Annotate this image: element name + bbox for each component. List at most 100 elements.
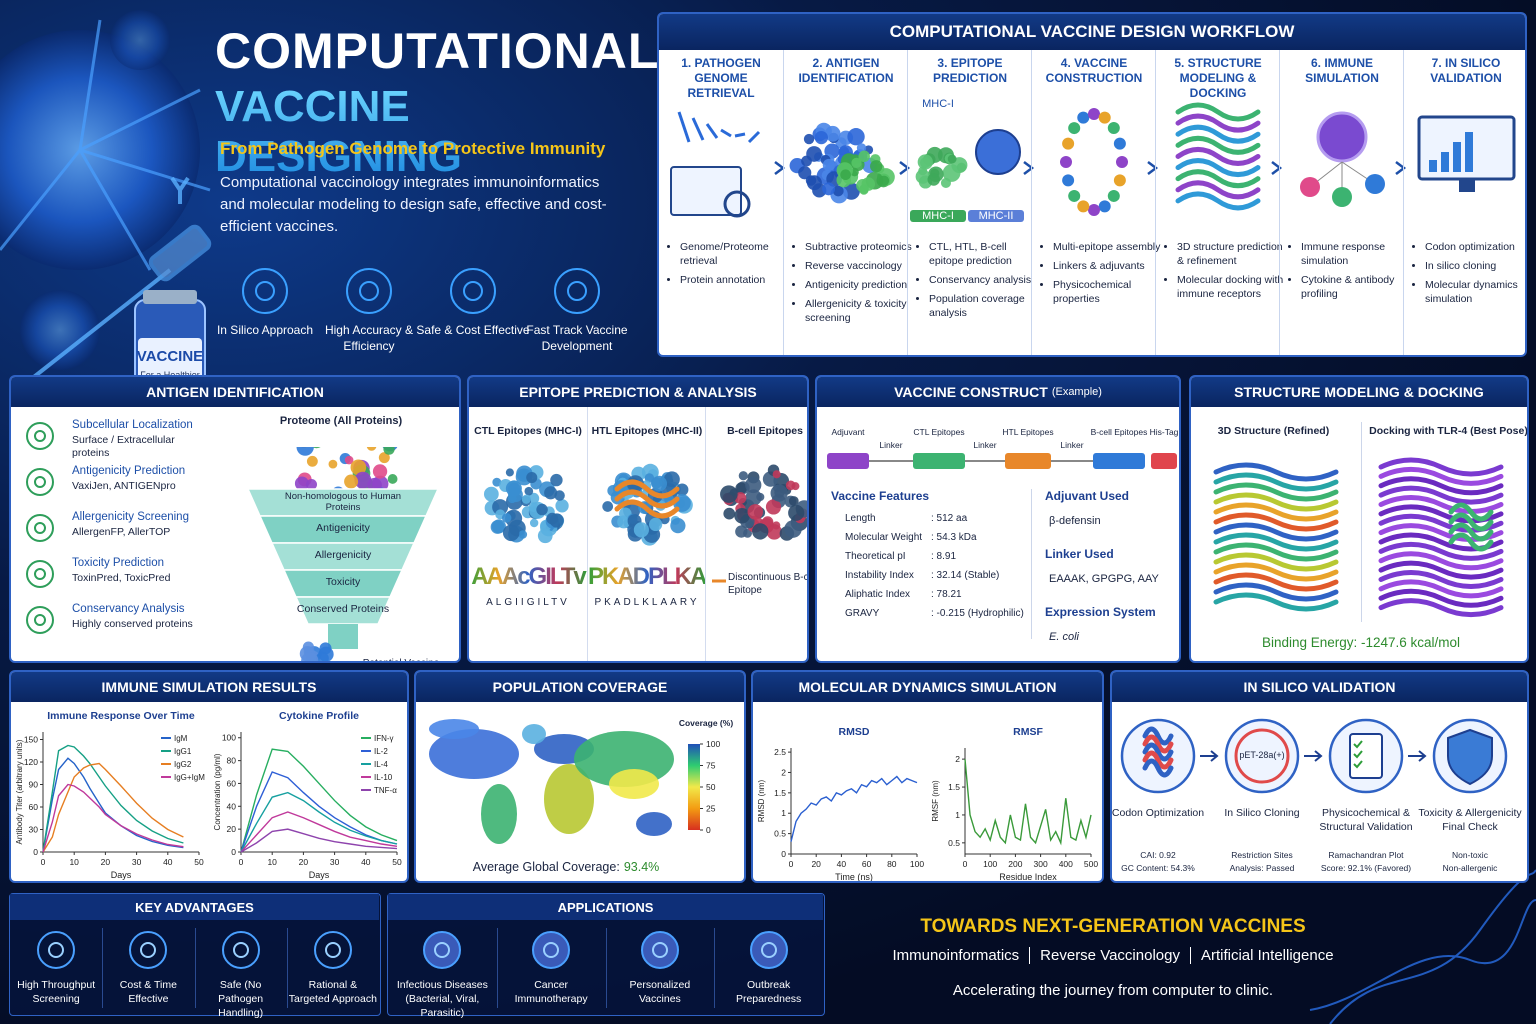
chart: RMSF 0 100 200 300 400 500 0.5 1 1.5 2 Residue Inde… — [931, 726, 1098, 882]
panel-title: VACCINE CONSTRUCT — [894, 384, 1048, 400]
ribbon — [1213, 582, 1339, 602]
funnel-stage: Antigenicity — [316, 522, 370, 534]
step-bullets: Genome/Proteome retrieval Protein annotat… — [667, 240, 790, 292]
panel-title: APPLICATIONS — [388, 894, 823, 920]
feature-label: High Accuracy & Efficiency — [324, 323, 414, 353]
arrow-line — [1408, 750, 1427, 762]
step-image-label: MHC-I — [910, 210, 966, 222]
arrow-line — [1304, 750, 1323, 762]
bead — [1098, 111, 1111, 124]
workflow-step: 1. PATHOGEN GENOME RETRIEVALGenome/Prote… — [659, 50, 786, 355]
icon-core — [434, 942, 451, 958]
step-illustration — [670, 111, 761, 218]
step-image-label: MHC-I — [922, 98, 954, 110]
panel-title: STRUCTURE MODELING & DOCKING — [1234, 384, 1484, 400]
series-line — [42, 757, 184, 853]
item-label: Personalized Vaccines — [629, 979, 691, 1005]
segment-label: Linker — [973, 440, 997, 450]
x-axis-label: Residue Index — [999, 872, 1057, 882]
arrow-head — [1023, 161, 1035, 175]
dna-rung — [691, 117, 705, 141]
y-tick-label: 150 — [24, 735, 38, 745]
divider — [102, 928, 104, 1008]
side-title: Expression System — [1045, 605, 1156, 619]
bullet: Molecular dynamics simulation — [1425, 278, 1525, 306]
step-title: 4. VACCINE CONSTRUCTION — [1045, 56, 1143, 85]
panel: VACCINE CONSTRUCT (Example) Adjuvant Linker… — [815, 375, 1181, 663]
bead — [1107, 189, 1120, 202]
arrow-line — [1200, 750, 1219, 762]
legend-label: TNF-α — [374, 786, 397, 795]
molecule-atom — [294, 476, 309, 491]
bullet: Immune response simulation — [1301, 240, 1411, 268]
divider — [1031, 489, 1032, 639]
step-title: 7. IN SILICO VALIDATION — [1430, 56, 1502, 85]
validation-icon — [1120, 718, 1196, 794]
arrow — [1147, 161, 1159, 175]
y-tick-label: 0.5 — [948, 838, 960, 848]
step-detail: Analysis: Passed — [1229, 863, 1295, 873]
y-tick-label: 0.5 — [774, 829, 786, 839]
side-text: β-defensin — [1049, 515, 1101, 527]
chart: Cytokine Profile 0 10 20 30 40 50 0 20 40 60 80 100 D… — [213, 710, 402, 880]
step-illustration — [789, 122, 895, 204]
y-tick-label: 80 — [227, 756, 237, 766]
ribbon — [1213, 472, 1339, 492]
x-tick-label: 500 — [1084, 859, 1098, 869]
icon-core — [543, 942, 560, 958]
panel-title: EPITOPE PREDICTION & ANALYSIS — [519, 384, 757, 400]
bullet: Genome/Proteome retrieval — [680, 240, 790, 268]
bead — [1062, 174, 1075, 187]
bar-icon — [1429, 160, 1437, 172]
molecule-atom — [878, 175, 890, 186]
segment-label: Linker — [1060, 440, 1084, 450]
structure-ribbon — [1213, 462, 1339, 612]
funnel-top: Proteome (All Proteins) — [279, 415, 403, 427]
panel: COMPUTATIONAL VACCINE DESIGN WORKFLOW 1. … — [657, 12, 1527, 357]
molecule-atom — [490, 520, 505, 534]
step-title: Codon Optimization — [1111, 807, 1205, 819]
molecule-atom — [301, 652, 319, 661]
ribbon — [1448, 522, 1494, 542]
feature-name: Theoretical pI — [845, 551, 906, 562]
step-title: 3. EPITOPE PREDICTION — [932, 56, 1007, 85]
item-detail: Highly conserved proteins — [72, 618, 193, 630]
icon-ring — [554, 268, 600, 314]
structure-label: Docking with TLR-4 (Best Pose) — [1369, 425, 1528, 437]
panel-title-bar: MOLECULAR DYNAMICS SIMULATION — [753, 672, 1102, 702]
ribbon — [1378, 485, 1504, 505]
molecule-atom — [788, 496, 799, 506]
molecule-atom — [508, 487, 523, 503]
molecule-atom — [536, 503, 548, 516]
molecule-atom — [372, 464, 388, 479]
continent — [636, 812, 672, 836]
molecule-atom — [784, 520, 802, 538]
icon-ring — [313, 931, 352, 969]
x-axis-label: Days — [309, 870, 330, 880]
ribbon — [1213, 562, 1339, 582]
arrow — [1200, 750, 1219, 762]
node — [1300, 177, 1320, 197]
x-tick-label: 20 — [299, 857, 309, 867]
molecule-atom — [940, 177, 951, 188]
feature-name: GRAVY — [845, 608, 880, 619]
ribbon — [614, 479, 680, 499]
sequence: PKADLKLAARY — [594, 597, 700, 608]
legend-swatch — [712, 579, 726, 583]
panel-title: COMPUTATIONAL VACCINE DESIGN WORKFLOW — [889, 22, 1295, 41]
legend-label: IL-2 — [374, 747, 388, 756]
step-bullets: Codon optimization In silico cloning Molec… — [1412, 240, 1525, 311]
legend-tick-label: 75 — [706, 761, 716, 771]
item-label: Cost & Time Effective — [119, 979, 177, 1005]
workflow-step: 6. IMMUNE SIMULATIONImmune response simu… — [1279, 50, 1407, 355]
feature-value: : 8.91 — [931, 551, 957, 562]
divider — [286, 928, 288, 1008]
step-illustration — [915, 129, 1021, 189]
divider — [714, 928, 716, 1008]
funnel-stage: Allergenicity — [314, 549, 372, 561]
ribbon — [1378, 551, 1504, 571]
x-tick-label: 0 — [963, 859, 968, 869]
y-axis-label: RMSD (nm) — [757, 780, 766, 823]
panel-body: 3D Structure (Refined) Docking with TLR-4… — [1191, 407, 1527, 661]
main-title-accent: VACCINE DESIGNING — [215, 82, 645, 182]
